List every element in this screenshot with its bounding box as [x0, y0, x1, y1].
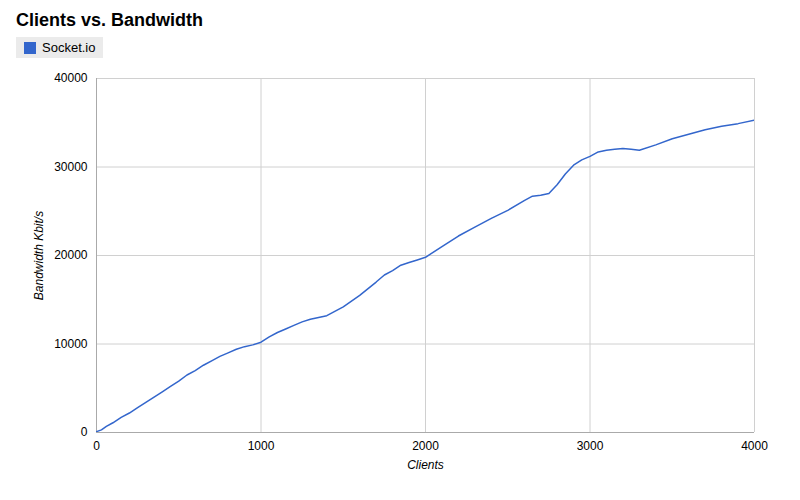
- svg-text:1000: 1000: [248, 439, 275, 453]
- svg-text:4000: 4000: [741, 439, 768, 453]
- svg-text:Bandwidth Kbit/s: Bandwidth Kbit/s: [32, 211, 46, 300]
- svg-text:30000: 30000: [54, 160, 88, 174]
- svg-text:0: 0: [81, 425, 88, 439]
- svg-text:2000: 2000: [412, 439, 439, 453]
- svg-text:Clients: Clients: [407, 458, 444, 472]
- html-text:Socket.io: Socket.io: [42, 40, 96, 55]
- svg-text:20000: 20000: [54, 248, 88, 262]
- svg-text:10000: 10000: [54, 337, 88, 351]
- svg-text:0: 0: [93, 439, 100, 453]
- svg-text:40000: 40000: [54, 71, 88, 85]
- svg-text:3000: 3000: [577, 439, 604, 453]
- html-text:Clients vs. Bandwidth: Clients vs. Bandwidth: [16, 10, 203, 30]
